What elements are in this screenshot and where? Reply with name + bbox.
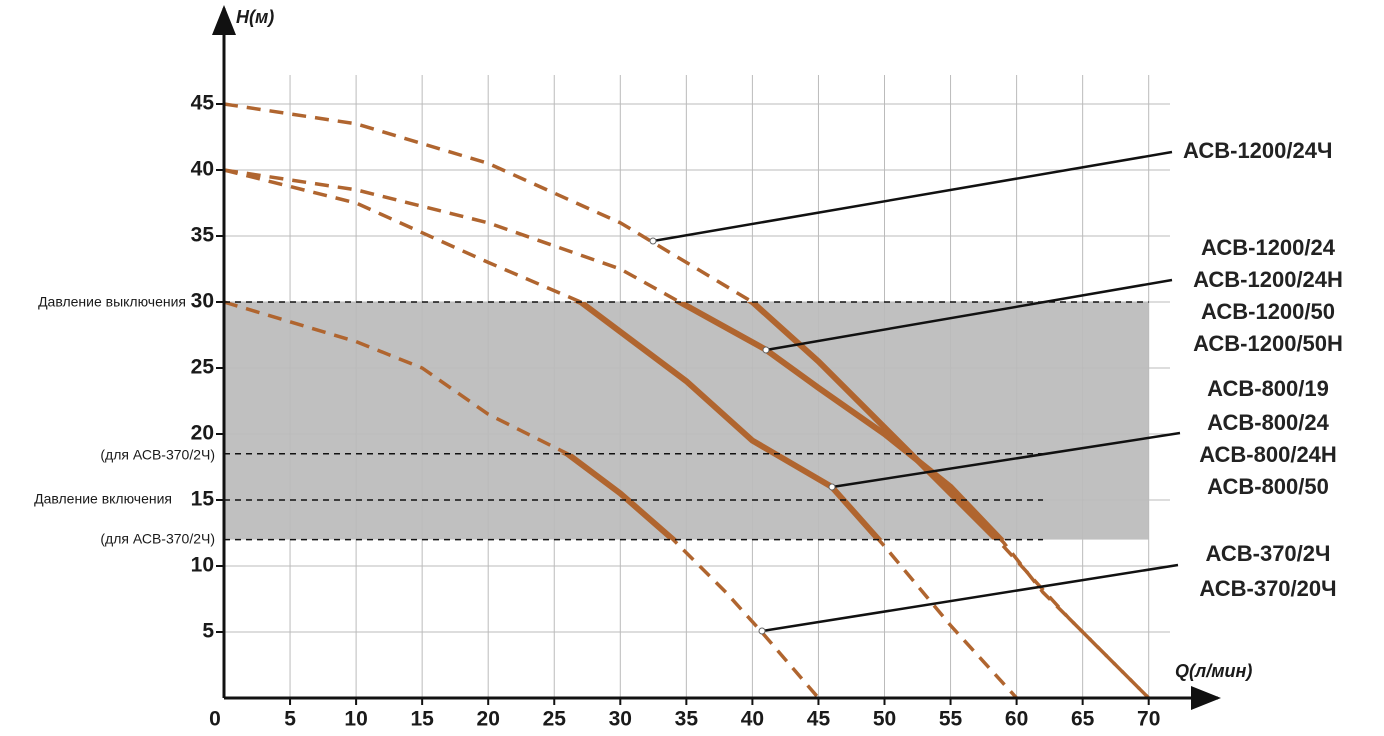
- y-tick-label: 45: [191, 92, 215, 115]
- curve-solid: [746, 302, 1002, 540]
- y-tick-label: 10: [191, 554, 214, 577]
- x-tick-label: 45: [807, 708, 831, 731]
- legend-label: АСВ-370/20Ч: [1199, 576, 1336, 601]
- legend-label: АСВ-1200/50Н: [1193, 331, 1343, 356]
- y-tick-label: 30: [191, 290, 214, 313]
- legend-label: АСВ-800/50: [1207, 474, 1329, 499]
- leader-line: [831, 431, 1181, 489]
- y-axis-title: H(м): [236, 7, 274, 27]
- x-tick-label: 60: [1005, 708, 1028, 731]
- legend-label: АСВ-800/24Н: [1199, 442, 1337, 467]
- x-tick-label: 0: [209, 708, 221, 731]
- x-tick-label: 65: [1071, 708, 1095, 731]
- legend-label: АСВ-370/2Ч: [1206, 541, 1331, 566]
- x-tick-label: 5: [284, 708, 296, 731]
- legend-label: АСВ-800/19: [1207, 376, 1329, 401]
- reference-label: (для АСВ-370/2Ч): [100, 530, 215, 546]
- leader-dot: [758, 627, 766, 635]
- y-tick-label: 20: [191, 422, 214, 445]
- x-tick-label: 50: [873, 708, 896, 731]
- y-tick-label: 25: [191, 356, 215, 379]
- x-tick-label: 55: [939, 708, 963, 731]
- x-tick-label: 15: [410, 708, 434, 731]
- x-tick-label: 35: [675, 708, 699, 731]
- x-tick-label: 40: [741, 708, 764, 731]
- x-tick-label: 10: [344, 708, 367, 731]
- leader-dot: [649, 237, 657, 245]
- y-tick-label: 15: [191, 488, 215, 511]
- leader-line: [761, 563, 1179, 633]
- x-tick-label: 25: [543, 708, 567, 731]
- reference-label: (для АСВ-370/2Ч): [100, 447, 215, 463]
- leader-line: [652, 150, 1173, 243]
- curve-solid: [673, 302, 1006, 540]
- leader-line: [765, 278, 1173, 352]
- legend-label: АСВ-800/24: [1207, 410, 1329, 435]
- y-tick-label: 40: [191, 158, 214, 181]
- y-tick-label: 5: [202, 620, 214, 643]
- curve-dashed: [223, 168, 1150, 700]
- curve-dashed: [223, 300, 820, 700]
- legend-label: АСВ-1200/24Н: [1193, 267, 1343, 292]
- leader-dot: [762, 346, 770, 354]
- reference-label: Давление включения: [34, 491, 172, 507]
- x-tick-label: 20: [477, 708, 500, 731]
- reference-label: Давление выключения: [38, 294, 186, 310]
- curve-solid: [560, 453, 678, 540]
- curve-solid: [573, 302, 883, 540]
- y-tick-label: 35: [191, 224, 215, 247]
- leader-dot: [828, 483, 836, 491]
- legend-label: АСВ-1200/24: [1201, 235, 1336, 260]
- x-tick-label: 70: [1137, 708, 1160, 731]
- legend-label: АСВ-1200/24Ч: [1183, 138, 1332, 163]
- x-tick-label: 30: [609, 708, 632, 731]
- x-axis-title: Q(л/мин): [1175, 661, 1252, 681]
- legend-label: АСВ-1200/50: [1201, 299, 1335, 324]
